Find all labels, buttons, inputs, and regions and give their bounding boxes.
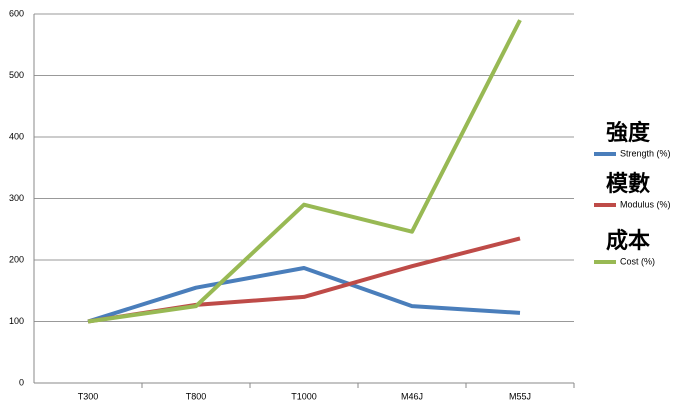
y-tick-label: 500 xyxy=(9,70,24,80)
x-tick-label: M46J xyxy=(401,391,423,401)
legend-label: Modulus (%) xyxy=(620,199,671,209)
x-tick-label: M55J xyxy=(509,391,531,401)
legend-label: Cost (%) xyxy=(620,256,655,266)
y-tick-label: 200 xyxy=(9,254,24,264)
y-tick-label: 400 xyxy=(9,131,24,141)
annotation: 強度 xyxy=(606,120,651,145)
annotation: 模數 xyxy=(606,171,650,196)
x-tick-label: T300 xyxy=(78,391,99,401)
series-line xyxy=(87,19,522,324)
x-tick-label: T1000 xyxy=(291,391,317,401)
series-line xyxy=(87,265,521,324)
y-tick-label: 300 xyxy=(9,193,24,203)
x-tick-label: T800 xyxy=(186,391,207,401)
y-tick-label: 100 xyxy=(9,316,24,326)
y-tick-label: 0 xyxy=(19,377,24,387)
legend-label: Strength (%) xyxy=(620,148,671,158)
annotation: 成本 xyxy=(606,228,650,253)
y-tick-label: 600 xyxy=(9,8,24,18)
